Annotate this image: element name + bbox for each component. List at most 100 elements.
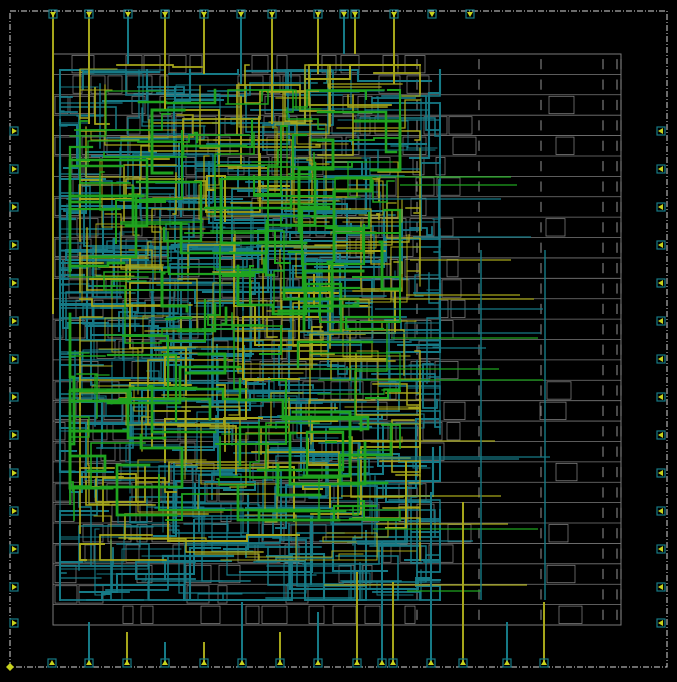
pin-arrow-icon bbox=[658, 318, 663, 324]
wire bbox=[319, 90, 367, 100]
std-cell bbox=[406, 75, 430, 94]
wire bbox=[251, 126, 288, 163]
wire bbox=[136, 461, 245, 483]
pin-arrow-icon bbox=[504, 660, 510, 665]
pin-arrow-icon bbox=[238, 12, 244, 17]
pin-arrow-icon bbox=[658, 280, 663, 286]
wire bbox=[373, 72, 421, 94]
wire bbox=[396, 120, 438, 149]
wire bbox=[282, 288, 360, 303]
wire bbox=[267, 523, 322, 586]
std-cell bbox=[436, 177, 461, 196]
wire bbox=[283, 207, 352, 213]
wire bbox=[79, 120, 131, 184]
io-pins bbox=[9, 9, 666, 668]
right-pin bbox=[656, 202, 666, 212]
top-pin bbox=[339, 9, 349, 19]
pin-box bbox=[313, 658, 323, 668]
pin-box bbox=[465, 9, 475, 19]
wire bbox=[68, 261, 126, 268]
wire bbox=[146, 370, 216, 382]
wire bbox=[99, 534, 167, 561]
wire bbox=[173, 462, 255, 518]
wire bbox=[236, 398, 363, 432]
wire bbox=[405, 207, 421, 274]
wire bbox=[91, 385, 186, 480]
wire bbox=[159, 298, 207, 343]
pin-box bbox=[275, 658, 285, 668]
wire bbox=[58, 449, 115, 474]
pin-arrow-icon bbox=[315, 660, 321, 665]
right-pin bbox=[656, 164, 666, 174]
wire bbox=[87, 140, 175, 167]
top-pin bbox=[267, 9, 277, 19]
pin-arrow-icon bbox=[658, 432, 663, 438]
wire bbox=[376, 213, 380, 220]
wire bbox=[171, 219, 269, 255]
wire bbox=[291, 264, 328, 294]
pin-arrow-icon bbox=[390, 660, 396, 665]
std-cell bbox=[126, 116, 141, 135]
std-cell bbox=[439, 218, 454, 237]
wire bbox=[352, 480, 440, 546]
pin-box bbox=[9, 430, 19, 440]
wire bbox=[94, 374, 110, 395]
wire bbox=[68, 429, 130, 490]
wire bbox=[229, 432, 312, 488]
wire bbox=[211, 472, 233, 500]
std-cell bbox=[546, 564, 576, 584]
std-cell bbox=[195, 462, 215, 482]
wire bbox=[59, 69, 160, 73]
wire bbox=[96, 573, 147, 582]
wire bbox=[390, 145, 408, 151]
pin-box bbox=[313, 9, 323, 19]
wire bbox=[233, 305, 324, 341]
pin-arrow-icon bbox=[50, 12, 56, 17]
pin-box bbox=[267, 9, 277, 19]
wire bbox=[332, 176, 373, 262]
pin-arrow-icon bbox=[12, 280, 17, 286]
wire bbox=[62, 260, 109, 329]
wire bbox=[379, 460, 421, 509]
wire bbox=[79, 317, 149, 403]
bottom-pin bbox=[458, 658, 468, 668]
std-cell bbox=[446, 422, 461, 441]
wire bbox=[210, 230, 285, 290]
pin-box bbox=[160, 9, 170, 19]
std-cell bbox=[308, 605, 325, 624]
wire bbox=[104, 312, 233, 336]
left-pin bbox=[9, 278, 19, 288]
wire bbox=[304, 282, 343, 334]
top-pin bbox=[199, 9, 209, 19]
wire bbox=[412, 460, 431, 469]
top-pin bbox=[160, 9, 170, 19]
bottom-pin bbox=[275, 658, 285, 668]
bottom-pin bbox=[539, 658, 549, 668]
wire bbox=[59, 213, 72, 271]
wire bbox=[413, 228, 441, 248]
wire bbox=[298, 341, 362, 379]
wire bbox=[372, 179, 395, 203]
std-cell bbox=[136, 524, 148, 543]
wire bbox=[354, 246, 421, 303]
std-cell bbox=[448, 116, 473, 135]
wire bbox=[184, 161, 353, 234]
pin-box bbox=[502, 658, 512, 668]
wire bbox=[193, 131, 199, 144]
pin-arrow-icon bbox=[12, 508, 17, 514]
pin-arrow-icon bbox=[354, 660, 360, 665]
pin-box bbox=[9, 240, 19, 250]
std-cell bbox=[555, 136, 575, 155]
wire bbox=[330, 500, 398, 535]
pin-box bbox=[9, 506, 19, 516]
std-cell bbox=[428, 544, 454, 563]
wire bbox=[347, 161, 393, 198]
bottom-pin bbox=[122, 658, 132, 668]
wire bbox=[350, 365, 420, 387]
wire bbox=[205, 481, 256, 491]
wire bbox=[163, 397, 212, 421]
wire bbox=[422, 363, 438, 409]
wire bbox=[59, 102, 123, 127]
wire bbox=[249, 421, 341, 479]
pin-arrow-icon bbox=[658, 620, 663, 626]
